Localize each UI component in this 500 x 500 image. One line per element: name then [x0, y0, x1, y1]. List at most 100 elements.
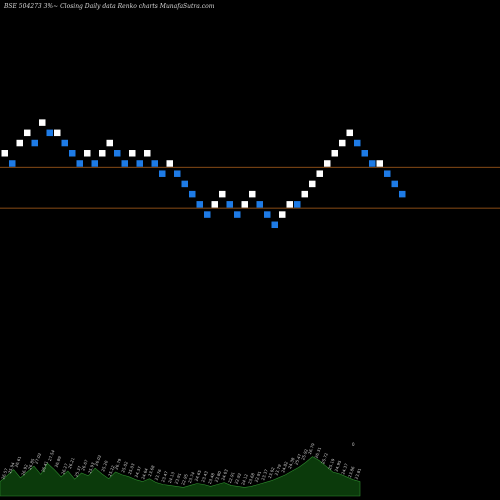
volume-label: 23.68	[147, 464, 156, 477]
renko-brick	[264, 211, 271, 218]
volume-label: 25.22	[107, 464, 116, 477]
last-value-label: 0	[352, 442, 355, 447]
volume-label: 23.68	[247, 472, 256, 485]
renko-brick	[361, 150, 368, 157]
renko-brick	[84, 150, 91, 157]
volume-label: 26.92	[20, 463, 29, 476]
volume-label: 25.19	[327, 457, 336, 470]
renko-brick	[69, 150, 76, 157]
volume-label: 25.94	[7, 461, 16, 474]
renko-brick	[166, 160, 173, 167]
volume-label: 23.43	[200, 470, 209, 483]
renko-brick	[271, 221, 278, 229]
renko-brick	[196, 201, 203, 208]
renko-brick	[346, 129, 353, 137]
volume-label: 24.64	[140, 467, 149, 480]
renko-brick	[399, 190, 406, 198]
volume-label: 23.80	[214, 470, 223, 483]
volume-label: 26.02	[94, 454, 103, 467]
volume-label: 22.95	[180, 473, 189, 486]
renko-brick	[46, 129, 53, 137]
volume-label: 27.02	[34, 452, 43, 465]
renko-bricks	[1, 119, 406, 229]
volume-label: 24.37	[134, 465, 143, 478]
volume-label: 26.27	[60, 462, 69, 475]
renko-brick	[226, 201, 233, 208]
volume-label: 23.47	[160, 470, 169, 483]
volume-label: 26.85	[27, 457, 36, 470]
volume-label: 23.86	[347, 465, 356, 478]
volume-label: 23.74	[187, 471, 196, 484]
renko-brick	[1, 150, 8, 157]
volume-label: 26.41	[40, 460, 49, 473]
volume-label: 24.03	[220, 468, 229, 481]
volume-area	[0, 456, 361, 497]
renko-brick	[294, 201, 301, 208]
volume-label: 23.48	[207, 472, 216, 485]
renko-brick	[339, 139, 346, 147]
renko-brick	[391, 180, 398, 188]
renko-brick	[159, 170, 166, 177]
volume-label: 26.57	[0, 467, 9, 480]
volume-area-path	[0, 456, 361, 497]
renko-brick	[151, 160, 158, 167]
renko-brick	[31, 139, 38, 147]
renko-brick	[61, 139, 68, 147]
volume-label: 23.91	[174, 472, 183, 485]
volume-label: 24.95	[334, 459, 343, 472]
volume-label: 25.47	[294, 453, 303, 466]
renko-brick	[234, 211, 241, 218]
renko-brick	[121, 160, 128, 167]
level-lines	[0, 166, 500, 209]
renko-brick	[136, 160, 143, 167]
volume-label: 25.20	[100, 459, 109, 472]
volume-label: 23.37	[260, 468, 269, 481]
renko-brick	[331, 150, 338, 157]
renko-brick	[211, 201, 218, 208]
volume-label: 23.79	[274, 463, 283, 476]
renko-brick	[16, 139, 23, 147]
renko-brick	[181, 180, 188, 188]
renko-brick	[39, 119, 46, 126]
volume-label: 23.81	[354, 467, 363, 480]
renko-brick	[129, 150, 136, 157]
renko-brick	[174, 170, 181, 177]
volume-label: 22.91	[227, 471, 236, 484]
volume-label: 26.79	[114, 457, 123, 470]
renko-brick	[369, 160, 376, 167]
renko-brick	[316, 170, 323, 177]
renko-brick	[324, 160, 331, 167]
volume-label: 23.76	[154, 468, 163, 481]
volume-label: 24.65	[194, 469, 203, 482]
volume-label: 25.37	[74, 465, 83, 478]
volume-label: 25.93	[87, 461, 96, 474]
renko-brick	[189, 190, 196, 198]
renko-brick	[144, 150, 151, 157]
volume-label: 26.89	[54, 455, 63, 468]
volume-label: 24.12	[240, 473, 249, 486]
volume-label: 26.21	[67, 456, 76, 469]
renko-brick	[9, 160, 16, 167]
volume-label: 27.54	[47, 449, 56, 462]
volume-label: 26.61	[14, 455, 23, 468]
renko-brick	[301, 190, 308, 198]
renko-brick	[114, 150, 121, 157]
volume-label: 25.02	[120, 460, 129, 473]
renko-brick	[91, 160, 98, 167]
renko-brick	[354, 139, 361, 147]
renko-brick	[309, 180, 316, 188]
volume-label: 26.31	[314, 446, 323, 459]
volume-label: 26.67	[80, 458, 89, 471]
renko-brick	[279, 211, 286, 218]
volume-labels: 26.5725.9426.6126.9226.8527.0226.4127.54…	[0, 442, 362, 486]
renko-brick	[54, 129, 61, 137]
chart-title: BSE 504273 3%~ Closing Daily data Renko …	[3, 3, 215, 10]
renko-brick	[76, 160, 83, 167]
volume-label: 23.02	[267, 466, 276, 479]
volume-label: 24.37	[340, 462, 349, 475]
volume-label: 25.72	[320, 452, 329, 465]
renko-brick	[376, 160, 383, 167]
volume-label: 22.91	[254, 470, 263, 483]
renko-brick	[256, 201, 263, 208]
